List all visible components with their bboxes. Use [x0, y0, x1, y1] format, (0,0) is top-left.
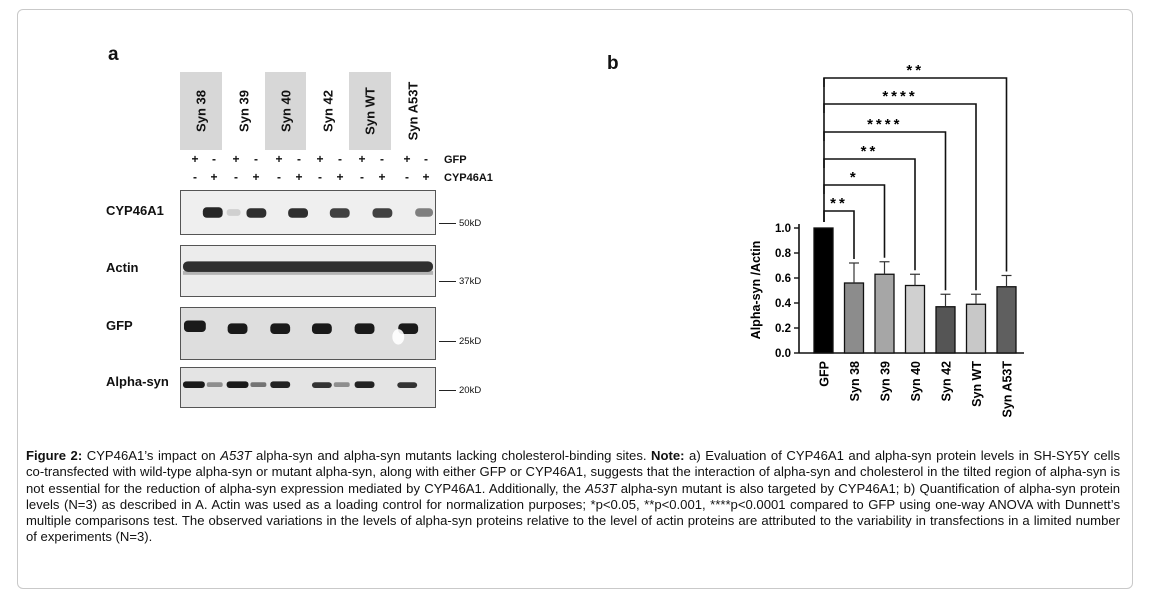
- marker-tick: [439, 223, 456, 224]
- blot-label-cyp46a1: CYP46A1: [106, 203, 164, 218]
- cyp-sign: -: [360, 170, 364, 184]
- caption-text: alpha-syn mutant is also targeted by CYP…: [26, 480, 1121, 545]
- cyp-sign: +: [210, 170, 218, 184]
- y-tick-label: 0.4: [775, 298, 792, 310]
- y-axis-label: Alpha-syn /Actin: [749, 241, 763, 340]
- gfp-sign: +: [358, 152, 366, 166]
- gfp-sign: +: [232, 152, 240, 166]
- y-tick-label: 0.8: [775, 248, 792, 260]
- cyp-sign: -: [277, 170, 281, 184]
- cyp-sign: -: [234, 170, 238, 184]
- y-tick-label: 0.6: [775, 273, 791, 285]
- marker-tick: [439, 281, 456, 282]
- significance-label: **: [830, 195, 848, 212]
- bar: [813, 227, 834, 354]
- gfp-sign: +: [316, 152, 324, 166]
- gfp-sign: +: [403, 152, 411, 166]
- caption-note-label: Note:: [651, 448, 685, 463]
- y-tick-label: 0.2: [775, 323, 791, 335]
- bar: [843, 282, 865, 354]
- blot-bands: [182, 381, 418, 388]
- gfp-condition-label: GFP: [444, 154, 467, 166]
- bar: [874, 273, 895, 354]
- caption-label: Figure 2:: [26, 448, 83, 463]
- blot-cyp46a1: [180, 190, 436, 235]
- bar: [996, 286, 1017, 354]
- figure-caption: Figure 2: CYP46A1’s impact on A53T alpha…: [26, 448, 1120, 546]
- blot-label-actin: Actin: [106, 260, 139, 275]
- panel-a-letter: a: [108, 44, 119, 65]
- bar-chart: 0.0 0.2 0.4 0.6 0.8 1.0 Alpha-syn /Actin GFP Syn…: [749, 62, 1024, 418]
- caption-text: a) Evaluation of CYP46A1 and alpha-syn p…: [26, 448, 1120, 496]
- significance-label: *: [850, 169, 859, 186]
- blot-label-gfp: GFP: [106, 318, 133, 333]
- x-tick-label: Syn WT: [970, 361, 984, 407]
- significance-label: ****: [867, 116, 902, 133]
- gfp-sign: -: [424, 152, 428, 166]
- marker-tick: [439, 390, 456, 391]
- cyp-sign: -: [405, 170, 409, 184]
- gfp-sign: -: [297, 152, 301, 166]
- cyp-sign: -: [193, 170, 197, 184]
- cyp-sign: +: [295, 170, 303, 184]
- blot-bands: [202, 207, 434, 218]
- x-tick-label: Syn 42: [940, 361, 954, 401]
- blot-bands: [183, 320, 419, 345]
- blot-gfp: [180, 307, 436, 360]
- cyp-sign: +: [336, 170, 344, 184]
- significance-label: **: [906, 62, 924, 79]
- marker-50kd: 50kD: [459, 218, 482, 229]
- x-tick-label: Syn A53T: [1001, 361, 1015, 418]
- significance-bracket: [823, 158, 916, 271]
- gfp-sign: -: [338, 152, 342, 166]
- caption-text: alpha-syn and alpha-syn mutants lacking …: [251, 448, 652, 463]
- marker-20kd: 20kD: [459, 385, 482, 396]
- lane-shade-3: [265, 72, 306, 150]
- marker-37kd: 37kD: [459, 276, 482, 287]
- cyp-sign: +: [378, 170, 386, 184]
- gfp-sign: +: [275, 152, 283, 166]
- bar: [935, 306, 956, 354]
- cyp-sign: +: [422, 170, 430, 184]
- marker-tick: [439, 341, 456, 342]
- bar: [965, 303, 987, 354]
- x-tick-label: Syn 38: [848, 361, 862, 401]
- panel-b-letter: b: [607, 53, 619, 74]
- caption-italic: A53T: [220, 448, 252, 463]
- gfp-sign: -: [254, 152, 258, 166]
- figure-frame: [17, 9, 1133, 589]
- x-tick-label: Syn 40: [909, 361, 923, 401]
- blot-label-alpha-syn: Alpha-syn: [106, 374, 169, 389]
- y-tick-label: 1.0: [775, 223, 791, 235]
- lane-shade-5: [349, 72, 391, 150]
- x-tick-label: GFP: [818, 361, 832, 387]
- marker-25kd: 25kD: [459, 336, 482, 347]
- caption-text: CYP46A1’s impact on: [82, 448, 221, 463]
- cyp-condition-label: CYP46A1: [444, 172, 493, 184]
- cyp-sign: -: [318, 170, 322, 184]
- blot-alpha-syn: [180, 367, 436, 408]
- gfp-sign: -: [212, 152, 216, 166]
- gfp-sign: -: [380, 152, 384, 166]
- x-tick-label: Syn 39: [879, 361, 893, 401]
- caption-italic: A53T: [585, 480, 617, 496]
- significance-label: **: [861, 143, 879, 160]
- significance-label: ****: [882, 88, 917, 105]
- gfp-sign: +: [191, 152, 199, 166]
- blot-bands: [182, 261, 434, 275]
- lane-shade-1: [180, 72, 222, 150]
- bar: [904, 284, 926, 354]
- y-tick-label: 0.0: [775, 348, 791, 360]
- cyp-sign: +: [252, 170, 260, 184]
- blot-actin: [180, 245, 436, 297]
